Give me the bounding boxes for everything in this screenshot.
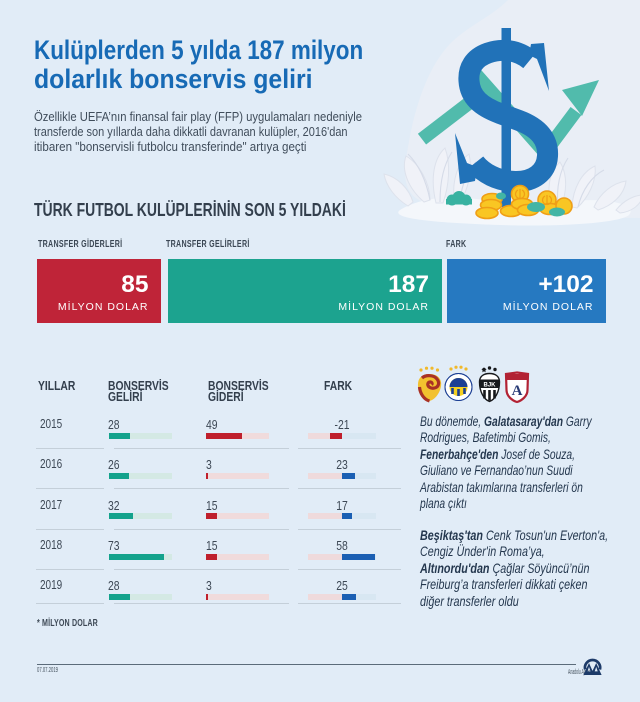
- svg-text:BJK: BJK: [483, 382, 496, 388]
- svg-text:A: A: [512, 383, 523, 399]
